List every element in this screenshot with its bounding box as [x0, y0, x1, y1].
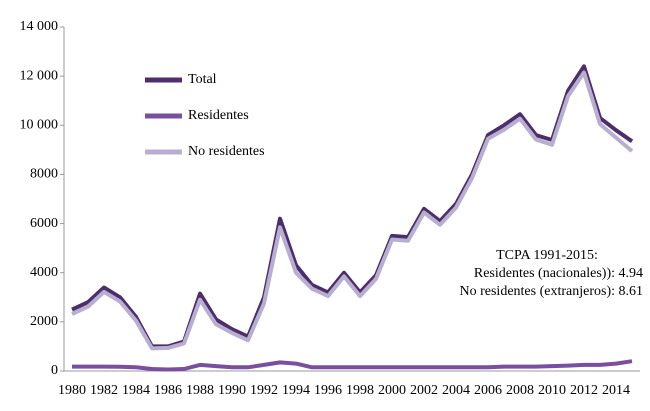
x-tick-label: 1986 — [154, 383, 182, 398]
y-tick-label: 10 000 — [20, 118, 59, 133]
legend-label: No residentes — [188, 144, 265, 159]
annotation: Residentes (nacionales)): 4.94 — [474, 266, 643, 281]
x-tick-label: 1998 — [346, 383, 374, 398]
series-line — [71, 64, 634, 349]
x-tick-label: 1988 — [186, 383, 214, 398]
annotation: TCPA 1991-2015: — [496, 248, 598, 263]
y-tick-label: 2000 — [30, 314, 58, 329]
series-line — [71, 70, 634, 351]
x-tick-label: 1992 — [250, 383, 278, 398]
x-tick-label: 1996 — [314, 383, 342, 398]
y-tick-label: 6000 — [30, 216, 58, 231]
x-tick-label: 2010 — [538, 383, 566, 398]
x-tick-label: 1990 — [218, 383, 246, 398]
x-tick-label: 2008 — [506, 383, 534, 398]
series-line — [72, 359, 633, 372]
y-tick-label: 12 000 — [20, 68, 59, 83]
y-tick-label: 4000 — [30, 265, 58, 280]
x-tick-label: 1982 — [90, 383, 118, 398]
legend-label: Total — [188, 72, 217, 87]
x-tick-label: 1980 — [58, 383, 86, 398]
x-tick-label: 2006 — [474, 383, 502, 398]
x-tick-label: 2004 — [442, 383, 470, 398]
x-tick-label: 2012 — [570, 383, 598, 398]
x-tick-label: 1984 — [122, 383, 150, 398]
x-tick-label: 1994 — [282, 383, 310, 398]
legend-label: Residentes — [188, 108, 249, 123]
x-tick-label: 2000 — [378, 383, 406, 398]
y-tick-label: 8000 — [30, 167, 58, 182]
x-tick-label: 2014 — [602, 383, 630, 398]
annotation: No residentes (extranjeros): 8.61 — [460, 284, 644, 299]
y-tick-label: 14 000 — [20, 19, 59, 34]
x-tick-label: 2002 — [410, 383, 438, 398]
y-tick-label: 0 — [51, 363, 58, 378]
